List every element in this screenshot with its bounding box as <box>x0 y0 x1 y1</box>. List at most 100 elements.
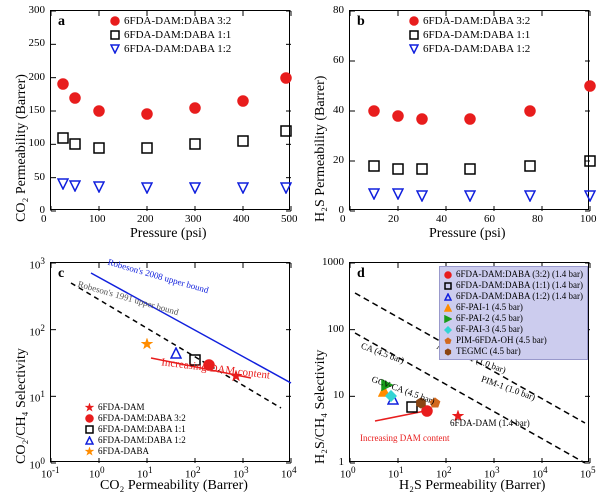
legend-label: 6FDA-DAM:DABA 1:2 <box>423 42 530 56</box>
legend-marker-icon <box>110 44 120 54</box>
data-point <box>57 132 69 144</box>
x-tick-label: 200 <box>137 213 154 225</box>
panel-letter-a: a <box>58 14 65 30</box>
legend-label: 6FDA-DABA <box>98 446 149 457</box>
data-point <box>141 108 153 120</box>
legend-marker-icon <box>110 30 120 40</box>
legend-marker-icon <box>444 315 452 323</box>
data-point <box>280 125 292 137</box>
data-point <box>416 113 428 125</box>
data-point <box>392 110 404 122</box>
y-axis-label-b: H₂S Permeability (Barrer) <box>313 76 329 222</box>
legend-item: 6FDA-DAM <box>85 402 186 413</box>
legend-marker-icon <box>85 447 94 456</box>
data-point <box>189 182 201 194</box>
legend-item: 6F-PAI-1 (4.5 bar) <box>444 302 583 313</box>
annotation-text: Increasing DAM content <box>360 433 449 443</box>
legend-label: 6FDA-DAM:DABA 3:2 <box>124 14 231 28</box>
y-tick-label: 103 <box>29 256 45 272</box>
data-point <box>392 163 404 175</box>
legend-marker-icon <box>409 30 419 40</box>
legend-marker-icon <box>85 403 94 412</box>
legend-marker-icon <box>444 293 452 301</box>
legend-item: 6FDA-DABA <box>85 446 186 457</box>
legend-a: 6FDA-DAM:DABA 3:26FDA-DAM:DABA 1:16FDA-D… <box>110 14 231 56</box>
data-point <box>584 190 596 202</box>
data-point <box>69 180 81 192</box>
legend-item: 6FDA-DAM:DABA 1:2 <box>85 435 186 446</box>
data-point <box>141 182 153 194</box>
legend-label: 6F-PAI-1 (4.5 bar) <box>456 302 523 313</box>
data-point <box>416 163 428 175</box>
data-point <box>93 181 105 193</box>
data-point <box>141 338 153 350</box>
legend-item: 6FDA-DAM:DABA (1:1) (1.4 bar) <box>444 280 583 291</box>
panel-c: CO₂/CH₄ Selectivity 10-11001011021031041… <box>0 252 299 504</box>
legend-label: 6FDA-DAM:DABA 3:2 <box>423 14 530 28</box>
data-point <box>416 190 428 202</box>
y-tick-label: 40 <box>333 104 344 116</box>
legend-label: TEGMC (4.5 bar) <box>456 346 521 357</box>
legend-item: 6F-PAI-2 (4.5 bar) <box>444 313 583 324</box>
legend-label: 6FDA-DAM:DABA 1:1 <box>423 28 530 42</box>
x-tick-label: 60 <box>484 213 495 225</box>
data-point <box>524 160 536 172</box>
legend-item: 6FDA-DAM:DABA (1:2) (1.4 bar) <box>444 291 583 302</box>
x-tick-label: 100 <box>89 213 106 225</box>
legend-item: 6FDA-DAM:DABA 1:2 <box>110 42 231 56</box>
data-point <box>280 182 292 194</box>
legend-item: 6FDA-DAM:DABA 3:2 <box>110 14 231 28</box>
legend-marker-icon <box>85 436 94 445</box>
data-point <box>237 182 249 194</box>
y-axis-label-c: CO₂/CH₄ Selectivity <box>14 348 30 464</box>
panel-letter-c: c <box>58 266 64 282</box>
legend-label: PIM-6FDA-OH (4.5 bar) <box>456 335 547 346</box>
data-point <box>392 188 404 200</box>
y-tick-label: 1 <box>339 456 345 468</box>
legend-marker-icon <box>409 16 419 26</box>
legend-marker-icon <box>409 44 419 54</box>
data-point <box>524 105 536 117</box>
x-axis-label-c: CO₂ Permeability (Barrer) <box>100 478 248 494</box>
data-point <box>237 95 249 107</box>
data-point <box>69 138 81 150</box>
legend-item: PIM-6FDA-OH (4.5 bar) <box>444 335 583 346</box>
legend-label: 6FDA-DAM:DABA 1:2 <box>124 42 231 56</box>
y-tick-label: 200 <box>29 71 46 83</box>
x-tick-label: 80 <box>532 213 543 225</box>
data-point <box>93 142 105 154</box>
legend-item: 6F-PAI-3 (4.5 bar) <box>444 324 583 335</box>
legend-marker-icon <box>444 337 452 345</box>
legend-label: 6F-PAI-2 (4.5 bar) <box>456 313 523 324</box>
data-point <box>69 92 81 104</box>
y-tick-label: 100 <box>29 137 46 149</box>
legend-marker-icon <box>85 425 94 434</box>
data-point <box>464 190 476 202</box>
legend-label: 6FDA-DAM:DABA (1:2) (1.4 bar) <box>456 291 583 302</box>
legend-item: TEGMC (4.5 bar) <box>444 346 583 357</box>
data-point <box>584 80 596 92</box>
legend-item: 6FDA-DAM:DABA 1:2 <box>409 42 530 56</box>
y-tick-label: 60 <box>333 54 344 66</box>
legend-d: 6FDA-DAM:DABA (3:2) (1.4 bar)6FDA-DAM:DA… <box>439 266 588 360</box>
panel-d: H₂S/CH₄ Selectivity 10010110210310410511… <box>299 252 598 504</box>
x-tick-label: 500 <box>281 213 298 225</box>
x-tick-label: 400 <box>233 213 250 225</box>
y-tick-label: 20 <box>333 154 344 166</box>
data-point <box>368 160 380 172</box>
x-axis-label-d: H₂S Permeability (Barrer) <box>399 478 545 494</box>
legend-marker-icon <box>444 282 452 290</box>
panel-a: CO₂ Permeability (Barrer) 01002003004005… <box>0 0 299 252</box>
data-point <box>368 188 380 200</box>
x-axis-label-b: Pressure (psi) <box>429 226 506 242</box>
legend-label: 6FDA-DAM:DABA 1:2 <box>98 435 186 446</box>
legend-item: 6FDA-DAM:DABA 1:1 <box>85 424 186 435</box>
legend-item: 6FDA-DAM:DABA (3:2) (1.4 bar) <box>444 269 583 280</box>
x-tick-label: 100 <box>580 213 597 225</box>
data-point <box>189 102 201 114</box>
data-point <box>464 113 476 125</box>
y-tick-label: 10 <box>333 389 344 401</box>
data-point <box>189 138 201 150</box>
legend-marker-icon <box>444 326 452 334</box>
x-tick-label: 300 <box>185 213 202 225</box>
